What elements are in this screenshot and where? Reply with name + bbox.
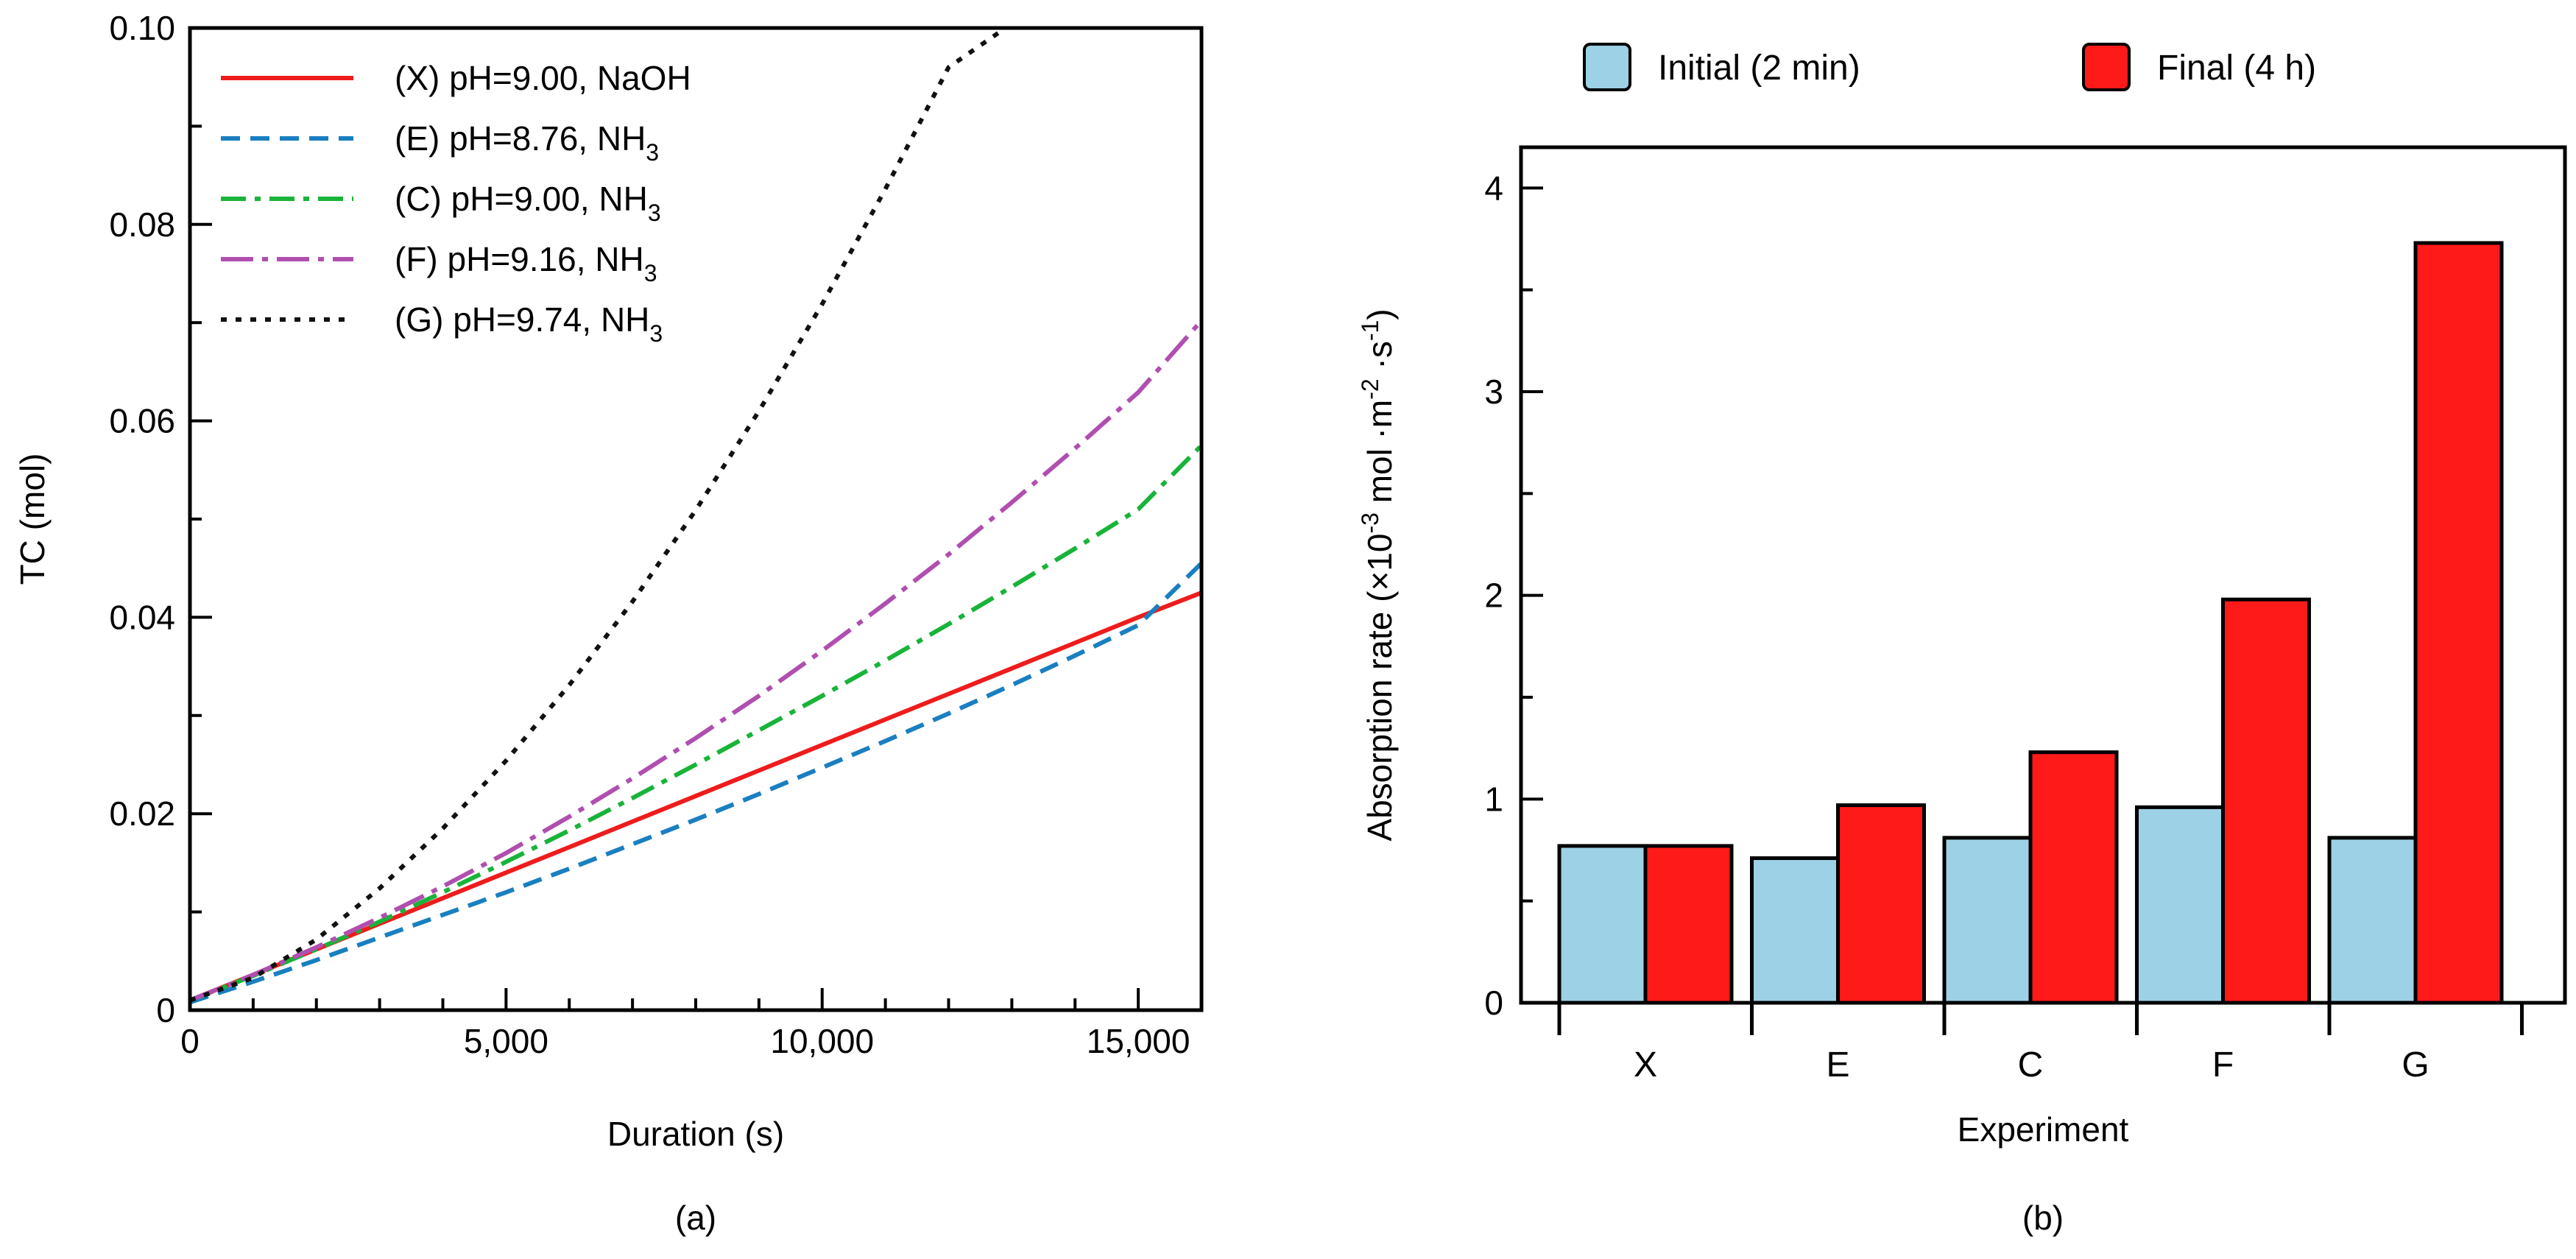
- category-label-X: X: [1634, 1045, 1657, 1085]
- legend-swatch-final: [2082, 43, 2131, 91]
- bar-F-initial: [2135, 805, 2225, 1005]
- bar-E-final: [1836, 803, 1926, 1005]
- legend-label-initial: Initial (2 min): [1658, 49, 1860, 88]
- category-label-F: F: [2212, 1045, 2234, 1085]
- panel-b-plot-frame: [1519, 145, 2567, 1005]
- y-label-part-end: ): [1361, 308, 1399, 320]
- y-tick-label: 0: [156, 991, 175, 1029]
- legend-label-C: (C) pH=9.00, NH3: [395, 180, 661, 226]
- panel-b-legend: Initial (2 min) Final (4 h): [1583, 43, 2316, 91]
- panel-b-x-axis-label: Experiment: [1958, 1110, 2129, 1149]
- x-tick-label: 5,000: [464, 1022, 548, 1060]
- legend-label-F: (F) pH=9.16, NH3: [395, 240, 657, 286]
- panel-b-label: (b): [2022, 1199, 2064, 1237]
- panel-a-x-axis-label: Duration (s): [607, 1115, 784, 1153]
- legend-label-main: (C) pH=9.00, NH: [395, 180, 648, 218]
- y-tick-label: 0.04: [109, 598, 175, 636]
- legend-label-main: (F) pH=9.16, NH: [395, 240, 644, 278]
- legend-label-subscript: 3: [644, 260, 657, 286]
- y-label-sup-3: -1: [1357, 320, 1383, 341]
- series-line-C: [188, 443, 1204, 1003]
- legend-label-subscript: 3: [648, 200, 661, 226]
- legend-label-G: (G) pH=9.74, NH3: [395, 300, 663, 347]
- x-tick-label: 10,000: [770, 1022, 874, 1060]
- panel-a-legend: (X) pH=9.00, NaOH(E) pH=8.76, NH3(C) pH=…: [221, 59, 691, 347]
- panel-a-y-axis-label: TC (mol): [13, 454, 52, 585]
- x-tick-label: 0: [180, 1022, 200, 1060]
- legend-label-main: (G) pH=9.74, NH: [395, 300, 649, 339]
- panel-a-series-lines: [188, 26, 1204, 1005]
- y-label-part-mid: mol ·m: [1361, 400, 1399, 512]
- y-tick-label: 4: [1484, 169, 1503, 207]
- bar-X-final: [1643, 844, 1734, 1005]
- series-line-F: [188, 319, 1204, 1003]
- bar-X-initial: [1557, 844, 1648, 1005]
- category-label-C: C: [2018, 1045, 2044, 1085]
- legend-swatch-initial: [1583, 43, 1631, 91]
- bar-F-final: [2221, 597, 2311, 1005]
- x-tick-label: 15,000: [1087, 1022, 1190, 1060]
- bar-G-final: [2413, 241, 2504, 1005]
- y-tick-label: 0.08: [109, 205, 175, 244]
- y-tick-label: 0.02: [109, 794, 175, 833]
- y-label-part-main: Absorption rate (×10: [1361, 534, 1399, 842]
- y-label-sup-1: -3: [1357, 512, 1383, 533]
- legend-label-E: (E) pH=8.76, NH3: [395, 119, 659, 166]
- y-tick-label: 0: [1484, 984, 1503, 1022]
- series-line-E: [189, 561, 1204, 1005]
- y-tick-label: 2: [1484, 576, 1503, 615]
- y-tick-label: 0.06: [109, 402, 175, 440]
- category-label-E: E: [1826, 1045, 1849, 1085]
- panel-a-ticks: 0 5,000 10,000 15,000 0 0.02 0.04 0.06 0.08 0.10: [109, 9, 1203, 1060]
- bar-C-initial: [1942, 836, 2033, 1005]
- panel-b-ticks: X E C F G 0 1 2 3 4: [1484, 169, 2524, 1085]
- bar-C-final: [2028, 750, 2119, 1005]
- legend-label-main: (E) pH=8.76, NH: [395, 119, 646, 158]
- legend-label-subscript: 3: [649, 320, 663, 347]
- y-label-sup-2: -2: [1357, 378, 1383, 399]
- bar-E-initial: [1750, 856, 1840, 1005]
- y-tick-label: 3: [1484, 373, 1503, 411]
- y-label-part-mid2: ·s: [1361, 341, 1399, 378]
- panel-b-bar-chart: X E C F G 0 1 2 3 4 Initial (2 min) Final (4 h) Ex…: [1357, 43, 2567, 1237]
- panel-b-y-axis-label: Absorption rate (×10-3 mol ·m-2 ·s-1): [1357, 308, 1399, 841]
- panel-a-plot-frame: [188, 26, 1204, 1012]
- legend-label-final: Final (4 h): [2157, 49, 2316, 88]
- y-tick-label: 0.10: [109, 9, 175, 47]
- panel-b-bars: [1557, 241, 2504, 1005]
- category-label-G: G: [2402, 1045, 2429, 1085]
- bar-G-initial: [2327, 836, 2418, 1005]
- legend-label-main: (X) pH=9.00, NaOH: [395, 59, 691, 97]
- legend-label-subscript: 3: [646, 139, 659, 166]
- legend-label-X: (X) pH=9.00, NaOH: [395, 59, 691, 97]
- panel-a-label: (a): [675, 1199, 716, 1237]
- y-tick-label: 1: [1484, 780, 1503, 818]
